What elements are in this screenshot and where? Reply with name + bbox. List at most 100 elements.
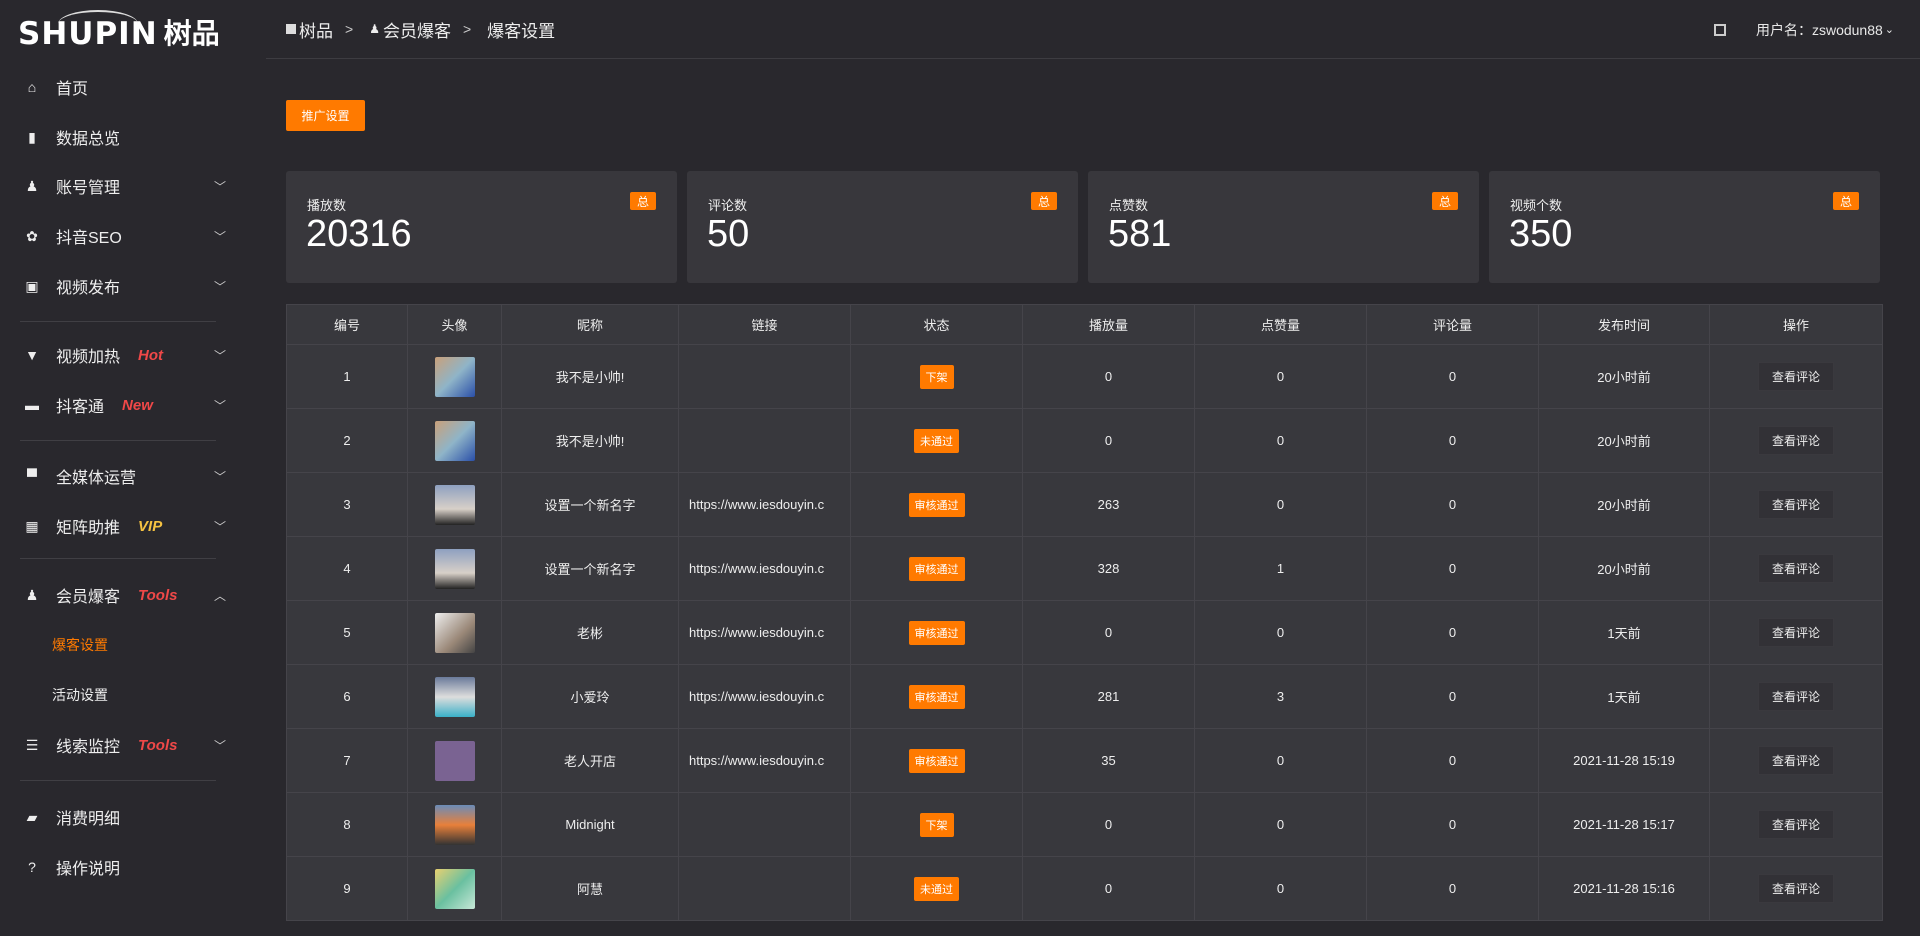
avatar-cell [407,536,502,601]
fullscreen-icon[interactable] [1713,23,1726,36]
video-link[interactable] [678,792,851,857]
plays: 0 [1022,792,1195,857]
row-id: 6 [286,664,408,729]
avatar-cell [407,856,502,921]
stat-label: 点赞数 [1109,198,1149,213]
home-icon: ⌂ [27,79,37,95]
column-header: 编号 [286,304,408,345]
table-row: 4 设置一个新名字 https://www.iesdouyin.c 审核通过 3… [286,536,1883,601]
column-header: 播放量 [1022,304,1195,345]
comments: 0 [1366,536,1539,601]
grid-icon: ▦ [25,517,39,534]
video-link[interactable]: https://www.iesdouyin.c [678,728,851,793]
publish-time: 1天前 [1538,664,1710,729]
stat-value: 20316 [306,213,412,255]
promo-settings-button[interactable]: 推广设置 [286,100,365,131]
chevron-down-icon: ﹀ [214,738,227,753]
chevron-right-icon: > [462,21,472,37]
comments: 0 [1366,600,1539,665]
sidebar-item[interactable]: ? 操作说明 [0,847,266,887]
sidebar-item[interactable]: ▣ 视频发布 ﹀ [0,266,266,306]
video-link[interactable]: https://www.iesdouyin.c [678,664,851,729]
user-label: 用户名： [1755,21,1812,38]
nickname: 设置一个新名字 [501,536,679,601]
chevron-down-icon[interactable]: ⌄ [1884,24,1894,36]
logo[interactable]: SHUPIN 树品 [18,10,220,50]
stat-value: 50 [707,213,750,255]
user-icon: ♟ [369,22,380,36]
stat-card: 播放数 20316 总 [286,171,677,283]
action-cell: 查看评论 [1709,536,1883,601]
sidebar-item[interactable]: ♟ 账号管理 ﹀ [0,166,266,206]
view-comments-button[interactable]: 查看评论 [1757,746,1834,775]
sidebar-item[interactable]: 爆客设置 [0,625,266,665]
view-comments-button[interactable]: 查看评论 [1757,810,1834,839]
chevron-right-icon: > [345,21,354,37]
row-id: 5 [286,600,408,665]
sidebar-item[interactable]: ⌂ 首页 [0,67,266,107]
video-link[interactable] [678,344,851,409]
row-id: 2 [286,408,408,473]
stat-badge: 总 [630,192,656,210]
view-comments-button[interactable]: 查看评论 [1757,554,1834,583]
action-cell: 查看评论 [1709,856,1883,921]
breadcrumb-item[interactable]: 树品 [299,21,333,41]
video-link[interactable] [678,408,851,473]
status-badge: 下架 [919,812,954,837]
view-comments-button[interactable]: 查看评论 [1757,874,1834,903]
view-comments-button[interactable]: 查看评论 [1757,618,1834,647]
comments: 0 [1366,728,1539,793]
avatar [434,612,475,653]
likes: 1 [1194,536,1367,601]
video-link[interactable]: https://www.iesdouyin.c [678,472,851,537]
sidebar-item-label: 线索监控 [56,739,121,756]
breadcrumb-item[interactable]: 会员爆客 [382,21,451,41]
likes: 0 [1194,408,1367,473]
sidebar-item[interactable]: 活动设置 [0,675,266,715]
sliders-icon: ☰ [25,736,39,753]
avatar-cell [407,344,502,409]
chevron-down-icon: ﹀ [214,229,227,244]
likes: 0 [1194,600,1367,665]
view-comments-button[interactable]: 查看评论 [1757,682,1834,711]
video-link[interactable]: https://www.iesdouyin.c [678,536,851,601]
stat-card: 点赞数 581 总 [1088,171,1479,283]
stat-card: 评论数 50 总 [687,171,1078,283]
username[interactable]: zswodun88 [1811,21,1883,38]
chevron-down-icon: ﹀ [214,179,227,194]
plays: 35 [1022,728,1195,793]
status-badge: 审核通过 [908,620,965,645]
action-cell: 查看评论 [1709,728,1883,793]
status-cell: 审核通过 [850,600,1023,665]
sidebar-item[interactable]: ▰ 消费明细 [0,797,266,837]
avatar-cell [407,792,502,857]
sidebar-item[interactable]: ▦ 矩阵助推 VIP ﹀ [0,506,266,546]
publish-time: 2021-11-28 15:16 [1538,856,1710,921]
sidebar-item[interactable]: ▀ 全媒体运营 ﹀ [0,456,266,496]
status-badge: 审核通过 [908,684,965,709]
video-link[interactable]: https://www.iesdouyin.c [678,600,851,665]
chevron-down-icon: ﹀ [214,348,227,363]
sidebar-item[interactable]: ▮ 数据总览 [0,117,266,157]
publish-time: 2021-11-28 15:17 [1538,792,1710,857]
nickname: 我不是小帅! [501,344,679,409]
nickname: 老人开店 [501,728,679,793]
publish-time: 1天前 [1538,600,1710,665]
status-cell: 审核通过 [850,472,1023,537]
view-comments-button[interactable]: 查看评论 [1757,362,1834,391]
video-link[interactable] [678,856,851,921]
publish-time: 20小时前 [1538,344,1710,409]
table-row: 9 阿慧 未通过 0 0 0 2021-11-28 15:16 查看评论 [286,856,1883,921]
plays: 328 [1022,536,1195,601]
sidebar-item[interactable]: ▬ 抖客通 New ﹀ [0,385,266,425]
column-header: 评论量 [1366,304,1539,345]
sidebar-item[interactable]: ✿ 抖音SEO ﹀ [0,216,266,256]
view-comments-button[interactable]: 查看评论 [1757,426,1834,455]
sidebar-item-label: 视频发布 [56,280,121,297]
stat-card: 视频个数 350 总 [1489,171,1880,283]
view-comments-button[interactable]: 查看评论 [1757,490,1834,519]
stat-badge: 总 [1833,192,1859,210]
sidebar-item[interactable]: ☰ 线索监控 Tools ﹀ [0,725,266,765]
sidebar-item[interactable]: ♟ 会员爆客 Tools ︿ [0,575,266,615]
sidebar-item[interactable]: ▼ 视频加热 Hot ﹀ [0,335,266,375]
